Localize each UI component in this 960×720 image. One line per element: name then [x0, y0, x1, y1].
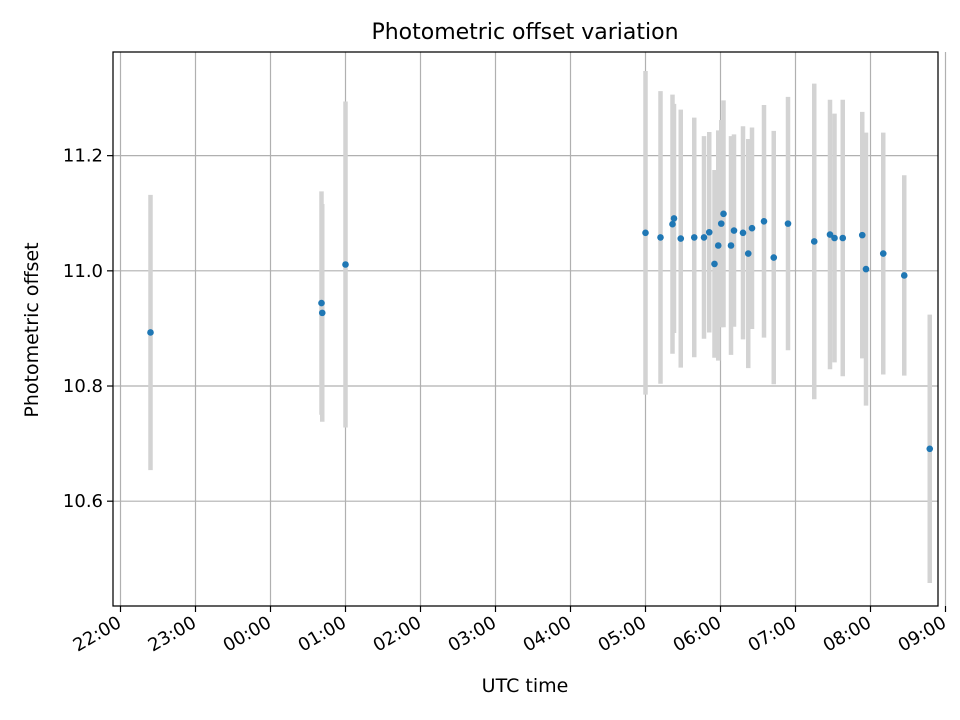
data-point: [858, 231, 866, 239]
x-tick-label: 00:00: [220, 612, 275, 656]
x-tick-label: 22:00: [70, 612, 125, 656]
data-point: [714, 242, 722, 249]
data-point: [810, 238, 818, 245]
y-tick-label: 10.8: [63, 376, 103, 397]
y-axis-label: Photometric offset: [21, 242, 43, 417]
data-point: [657, 234, 664, 241]
x-tick-label: 03:00: [445, 612, 500, 656]
x-tick-label: 04:00: [520, 612, 575, 656]
data-point: [690, 234, 698, 241]
data-point: [720, 210, 727, 218]
x-tick-label: 07:00: [745, 612, 800, 656]
data-point: [739, 229, 747, 237]
x-tick-label: 09:00: [895, 612, 950, 656]
x-tick-label: 02:00: [370, 612, 425, 656]
x-tick-label: 05:00: [595, 612, 650, 656]
errorbar-layer: [148, 71, 932, 583]
data-point: [730, 227, 738, 234]
data-point: [727, 242, 735, 249]
data-point: [669, 220, 676, 228]
data-point: [926, 445, 934, 453]
data-point: [760, 218, 768, 225]
data-point: [748, 224, 756, 232]
x-tick-label: 01:00: [295, 612, 350, 656]
grid-layer: [113, 52, 947, 606]
marker-layer: [147, 210, 934, 453]
data-point: [342, 261, 349, 268]
data-point: [670, 215, 678, 222]
plot-frame: [112, 51, 939, 607]
data-point: [744, 250, 752, 257]
data-point: [677, 235, 685, 242]
y-tick-label: 11.2: [63, 146, 103, 167]
y-tick-label: 11.0: [63, 261, 103, 282]
data-point: [770, 254, 778, 261]
data-point: [831, 234, 838, 242]
data-point: [826, 231, 834, 238]
data-point: [705, 228, 713, 236]
data-point: [700, 234, 708, 241]
x-axis-label: UTC time: [482, 675, 569, 697]
data-point: [642, 229, 649, 237]
data-point: [900, 272, 908, 279]
data-point: [784, 220, 792, 227]
data-point: [711, 260, 718, 268]
data-point: [318, 309, 326, 317]
data-point: [879, 250, 887, 257]
x-tick-label: 23:00: [145, 612, 200, 656]
x-tick-label: 06:00: [670, 612, 725, 656]
data-point: [839, 234, 847, 242]
x-tick-label: 08:00: [820, 612, 875, 656]
y-tick-label: 10.6: [63, 491, 103, 512]
data-point: [862, 265, 870, 273]
data-point: [318, 299, 325, 307]
data-point: [147, 329, 154, 336]
data-point: [717, 220, 725, 227]
chart-title: Photometric offset variation: [371, 20, 678, 45]
